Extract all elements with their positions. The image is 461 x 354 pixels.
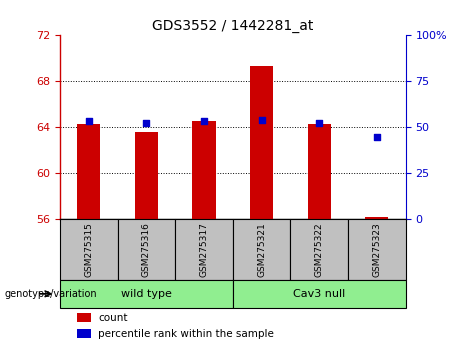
Text: percentile rank within the sample: percentile rank within the sample bbox=[98, 329, 274, 339]
FancyBboxPatch shape bbox=[348, 219, 406, 280]
Point bbox=[142, 120, 150, 126]
Bar bbox=[250, 67, 273, 219]
Text: GSM275321: GSM275321 bbox=[257, 222, 266, 277]
Text: genotype/variation: genotype/variation bbox=[5, 289, 97, 299]
Bar bbox=[135, 132, 158, 219]
Point bbox=[85, 118, 92, 124]
Text: GSM275323: GSM275323 bbox=[372, 222, 381, 277]
Text: GSM275315: GSM275315 bbox=[84, 222, 93, 277]
Bar bbox=[77, 313, 91, 322]
Text: wild type: wild type bbox=[121, 289, 172, 299]
FancyBboxPatch shape bbox=[60, 219, 118, 280]
Text: GSM275317: GSM275317 bbox=[200, 222, 208, 277]
FancyBboxPatch shape bbox=[290, 219, 348, 280]
Text: GSM275322: GSM275322 bbox=[315, 222, 324, 277]
Point bbox=[200, 118, 207, 124]
Point bbox=[258, 117, 266, 123]
FancyBboxPatch shape bbox=[60, 280, 233, 308]
FancyBboxPatch shape bbox=[233, 219, 290, 280]
Bar bbox=[193, 121, 216, 219]
Text: Cav3 null: Cav3 null bbox=[293, 289, 345, 299]
Text: GSM275316: GSM275316 bbox=[142, 222, 151, 277]
FancyBboxPatch shape bbox=[118, 219, 175, 280]
Bar bbox=[77, 124, 100, 219]
Bar bbox=[365, 217, 388, 219]
Title: GDS3552 / 1442281_at: GDS3552 / 1442281_at bbox=[152, 19, 313, 33]
Bar bbox=[77, 329, 91, 338]
Text: count: count bbox=[98, 313, 127, 323]
FancyBboxPatch shape bbox=[233, 280, 406, 308]
Point bbox=[315, 120, 323, 126]
Point bbox=[373, 134, 381, 139]
Bar bbox=[308, 124, 331, 219]
FancyBboxPatch shape bbox=[175, 219, 233, 280]
